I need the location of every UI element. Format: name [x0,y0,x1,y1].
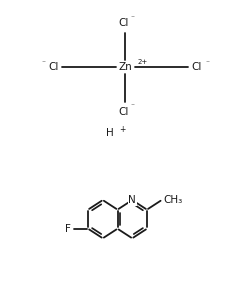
Text: +: + [120,125,126,134]
Text: Cl: Cl [118,107,129,117]
Text: F: F [65,224,71,234]
Text: N: N [128,195,136,205]
Text: ⁻: ⁻ [206,58,210,67]
Text: Cl: Cl [48,62,59,72]
Text: CH₃: CH₃ [163,195,182,205]
Text: Zn: Zn [118,62,132,72]
Text: 2+: 2+ [138,59,148,65]
Text: Cl: Cl [118,17,129,28]
Text: ⁻: ⁻ [130,102,134,111]
Text: ⁻: ⁻ [42,58,46,67]
Text: H: H [106,128,114,139]
Text: Cl: Cl [191,62,202,72]
Text: ⁻: ⁻ [130,13,134,22]
